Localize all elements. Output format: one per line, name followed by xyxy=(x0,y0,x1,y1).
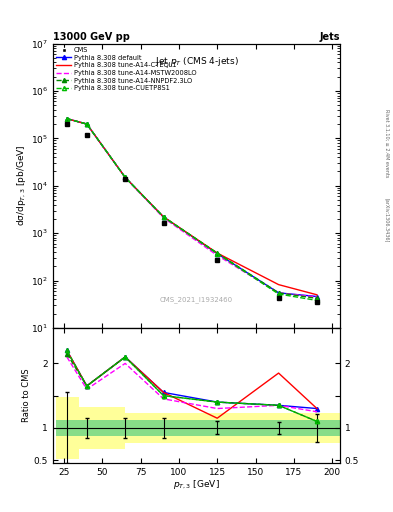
Y-axis label: dσ/dp$_{T,3}$ [pb/GeV]: dσ/dp$_{T,3}$ [pb/GeV] xyxy=(15,145,28,226)
Text: CMS_2021_I1932460: CMS_2021_I1932460 xyxy=(160,296,233,303)
Text: Jets: Jets xyxy=(320,32,340,42)
X-axis label: $p_{T,3}$ [GeV]: $p_{T,3}$ [GeV] xyxy=(173,479,220,492)
Text: Rivet 3.1.10; ≥ 2.4M events: Rivet 3.1.10; ≥ 2.4M events xyxy=(385,109,389,178)
Text: 13000 GeV pp: 13000 GeV pp xyxy=(53,32,130,42)
Text: [arXiv:1306.3436]: [arXiv:1306.3436] xyxy=(385,198,389,242)
Legend: CMS, Pythia 8.308 default, Pythia 8.308 tune-A14-CTEQL1, Pythia 8.308 tune-A14-M: CMS, Pythia 8.308 default, Pythia 8.308 … xyxy=(56,47,196,91)
Y-axis label: Ratio to CMS: Ratio to CMS xyxy=(22,369,31,422)
Text: Jet $p_T$ (CMS 4-jets): Jet $p_T$ (CMS 4-jets) xyxy=(154,55,239,68)
